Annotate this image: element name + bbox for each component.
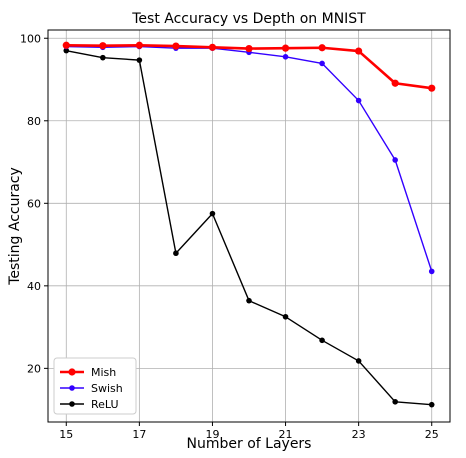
relu-point [136,57,143,63]
swish-point [428,268,435,275]
mish-point [355,47,363,55]
legend-relu-label: ReLU [91,398,119,411]
relu-point [209,210,216,217]
legend: Mish Swish ReLU [53,357,137,415]
mish-point [172,42,180,50]
x-axis: 15 17 19 21 23 25 [59,422,439,441]
legend-mish-label: Mish [91,366,116,379]
series-mish [62,41,436,92]
x-tick-label: 15 [59,428,73,441]
mish-point [99,42,107,50]
plot-background [48,30,450,422]
relu-point [63,47,70,54]
swish-point [355,97,362,104]
x-axis-label: Number of Layers [187,436,312,452]
relu-point [392,398,398,405]
y-tick-label: 20 [27,362,41,375]
y-tick-label: 40 [27,280,41,293]
y-axis: 20 40 60 80 100 [20,32,48,375]
grid [48,30,450,422]
mish-point [62,41,70,49]
chart-title: Test Accuracy vs Depth on MNIST [131,11,366,27]
swish-point [392,157,398,163]
swish-point [319,60,325,67]
mish-point [135,41,143,49]
series-layer [62,41,436,408]
relu-point [428,401,435,408]
series-relu [63,47,435,408]
x-tick-label: 25 [425,428,439,441]
y-tick-label: 80 [27,115,41,128]
legend-relu-marker [69,401,75,407]
relu-point [355,358,362,364]
relu-point [282,313,289,320]
swish-point [282,54,289,60]
y-tick-label: 60 [27,197,41,210]
x-tick-label: 21 [279,428,293,441]
legend-mish-marker [68,368,76,376]
mish-point [318,44,326,52]
y-axis-label: Testing Accuracy [7,167,23,286]
x-tick-label: 23 [352,428,366,441]
relu-point [173,250,179,257]
relu-point [100,54,106,61]
mish-point [245,44,253,53]
mish-point [208,43,217,51]
mish-point [428,84,436,92]
legend-swish-marker [69,385,75,391]
x-tick-label: 19 [205,428,219,441]
relu-point [319,337,325,344]
mish-point [391,79,399,87]
mish-point [281,44,290,52]
relu-point [246,297,252,304]
legend-swish-label: Swish [91,382,123,395]
x-tick-label: 17 [132,428,146,441]
y-tick-label: 100 [20,32,41,45]
plot-frame [47,29,451,423]
